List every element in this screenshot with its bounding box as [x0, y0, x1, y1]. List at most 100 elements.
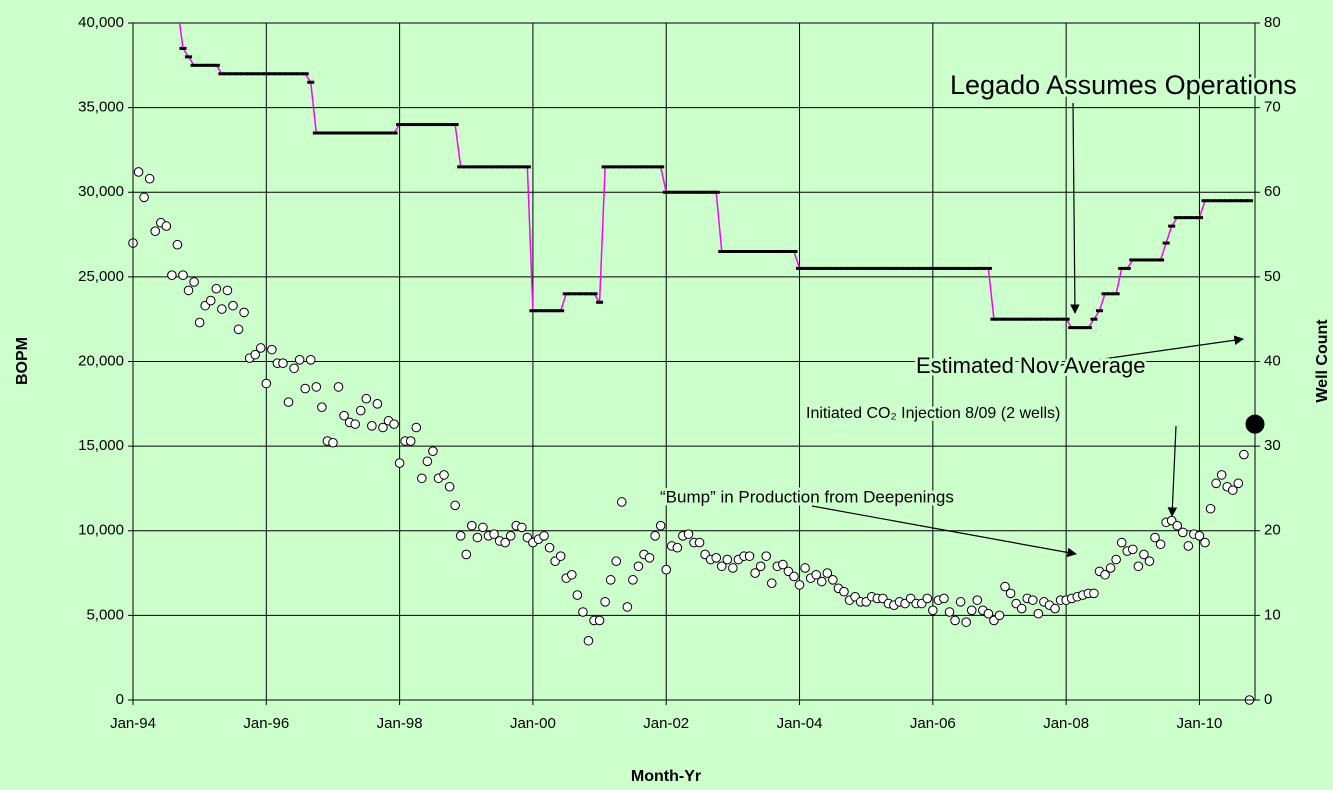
- y2-axis-title: Well Count: [1314, 319, 1331, 403]
- production-point: [405, 436, 416, 446]
- production-point: [683, 529, 694, 539]
- production-point: [750, 568, 760, 578]
- production-point: [744, 551, 755, 561]
- annotation: Initiated CO₂ Injection 8/09 (2 wells): [806, 405, 1060, 422]
- y2-tick-label: 80: [1264, 14, 1281, 31]
- production-point: [694, 537, 705, 548]
- production-point: [811, 569, 821, 580]
- y2-tick-label: 0: [1264, 691, 1272, 708]
- production-point: [1139, 549, 1149, 560]
- production-point: [944, 607, 955, 617]
- production-point: [955, 597, 966, 607]
- production-point: [1105, 563, 1116, 573]
- production-point: [455, 531, 466, 541]
- production-point: [150, 226, 161, 236]
- production-point: [283, 397, 294, 407]
- production-point: [394, 458, 405, 468]
- production-point: [472, 532, 483, 543]
- production-point: [1200, 537, 1210, 548]
- x-tick-label: Jan-08: [1043, 715, 1089, 732]
- y2-tick-label: 70: [1264, 99, 1281, 116]
- production-point: [1089, 588, 1099, 599]
- production-point: [217, 304, 227, 314]
- x-tick-label: Jan-96: [243, 715, 289, 732]
- production-point: [778, 559, 788, 570]
- production-point: [1100, 569, 1110, 580]
- production-point: [467, 520, 477, 531]
- production-point: [983, 608, 994, 619]
- production-point: [1211, 478, 1221, 489]
- production-point: [339, 410, 349, 421]
- production-point: [994, 610, 1005, 621]
- production-point: [572, 590, 583, 600]
- production-point: [1233, 478, 1244, 489]
- production-point: [928, 605, 938, 616]
- production-point: [794, 580, 805, 590]
- production-point: [317, 402, 327, 412]
- production-point: [367, 421, 377, 431]
- production-point: [1177, 527, 1188, 538]
- production-point: [1144, 556, 1155, 567]
- production-point: [1111, 554, 1121, 565]
- production-point: [539, 531, 549, 541]
- production-point: [333, 382, 344, 392]
- production-point: [961, 617, 971, 627]
- production-point: [478, 522, 488, 533]
- production-point: [972, 595, 983, 605]
- x-tick-label: Jan-10: [1177, 715, 1223, 732]
- production-point: [389, 419, 399, 429]
- y2-tick-label: 60: [1264, 183, 1281, 200]
- production-point: [250, 349, 260, 360]
- production-point: [211, 283, 222, 294]
- production-point: [1116, 537, 1127, 548]
- production-point: [594, 615, 605, 626]
- production-point: [411, 422, 422, 433]
- production-point: [922, 593, 933, 604]
- marks: [128, 23, 1265, 705]
- production-point: [289, 363, 299, 374]
- axes: 0 5,000 10,000 15,000 20,000 25,000 30,000 35,0…: [78, 14, 1281, 732]
- annotation-arrow: [811, 505, 1077, 558]
- production-point: [950, 615, 960, 626]
- production-point: [578, 607, 588, 617]
- production-point: [1216, 470, 1227, 480]
- y-tick-label: 0: [116, 691, 124, 708]
- production-point: [828, 575, 838, 585]
- production-point: [267, 344, 277, 355]
- annotation: Legado Assumes Operations: [950, 70, 1297, 100]
- production-point: [205, 295, 216, 306]
- production-point: [616, 497, 627, 507]
- production-point: [194, 317, 205, 328]
- production-point: [672, 542, 683, 553]
- production-point: [633, 561, 644, 572]
- production-point: [133, 167, 144, 177]
- production-point: [1016, 603, 1027, 614]
- production-point: [755, 561, 766, 572]
- production-point: [439, 470, 449, 480]
- y-tick-label: 25,000: [78, 268, 124, 285]
- x-tick-label: Jan-94: [110, 715, 156, 732]
- production-point: [183, 285, 194, 296]
- production-point: [711, 553, 722, 563]
- y2-tick-label: 30: [1264, 437, 1281, 454]
- production-point: [294, 355, 305, 365]
- production-point: [144, 173, 155, 184]
- production-point: [1155, 539, 1166, 550]
- production-point: [1133, 561, 1144, 572]
- x-tick-label: Jan-02: [643, 715, 689, 732]
- production-point: [567, 569, 577, 580]
- production-point: [378, 422, 388, 433]
- production-point: [600, 597, 610, 607]
- y-axis-title: BOPM: [14, 337, 31, 385]
- production-point: [800, 563, 810, 573]
- production-point: [1183, 541, 1194, 551]
- production-point: [178, 270, 188, 280]
- production-point: [372, 399, 383, 409]
- y2-tick-label: 50: [1264, 268, 1281, 285]
- production-point: [428, 446, 438, 457]
- production-point: [505, 531, 516, 541]
- production-point: [167, 270, 177, 280]
- y-tick-label: 10,000: [78, 522, 124, 539]
- y-tick-label: 20,000: [78, 352, 124, 369]
